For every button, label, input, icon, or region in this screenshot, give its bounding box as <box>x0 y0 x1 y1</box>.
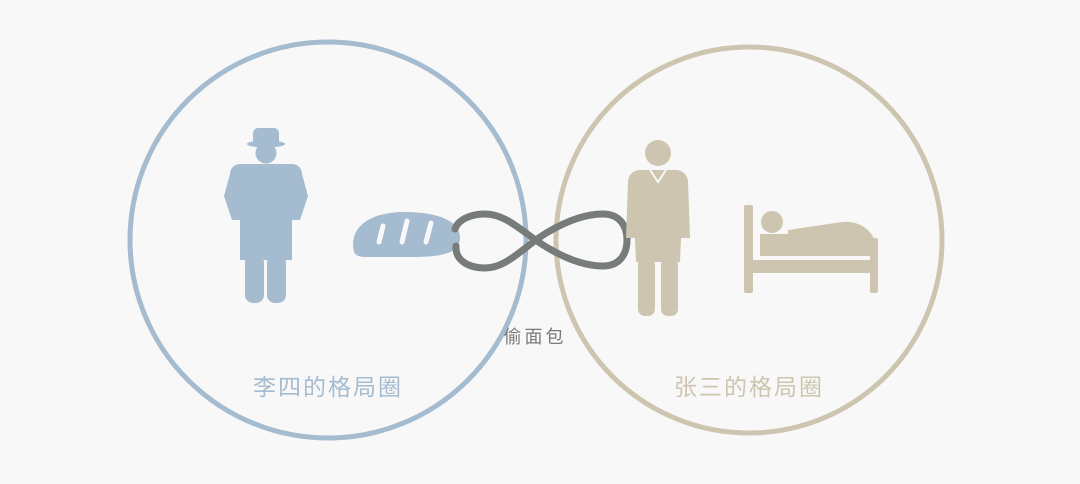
infinity-icon <box>451 210 631 272</box>
man-in-suit-icon <box>626 140 690 316</box>
left-circle <box>127 39 529 441</box>
man-with-hat-icon <box>224 128 308 303</box>
right-circle-label: 张三的格局圈 <box>674 375 824 401</box>
link-label: 偷面包 <box>503 327 567 348</box>
bread-icon <box>353 212 460 257</box>
left-circle-label: 李四的格局圈 <box>253 375 403 401</box>
person-in-bed-icon <box>744 205 878 293</box>
right-circle <box>553 44 945 436</box>
